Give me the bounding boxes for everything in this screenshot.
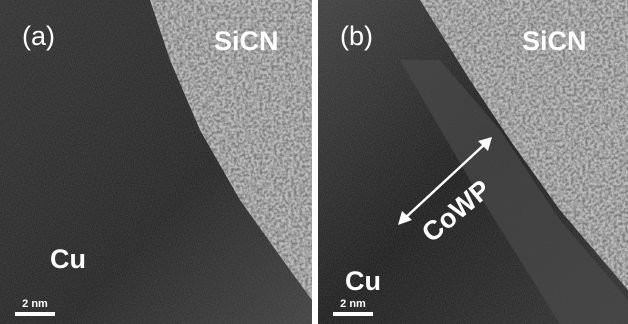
panel-a: (a) SiCN Cu 2 nm [0,0,312,324]
scale-bar-label: 2 nm [340,298,366,310]
scale-bar-label: 2 nm [22,298,48,310]
panel-b: (b) SiCN Cu CoWP 2 nm [318,0,628,324]
scale-bar [15,312,55,316]
material-label: SiCN [214,26,279,56]
panel-label: (a) [22,21,55,51]
material-label: Cu [50,244,86,274]
material-label: Cu [345,266,381,296]
scale-bar [333,312,373,316]
material-label: SiCN [522,26,587,56]
panel-label: (b) [340,21,373,51]
figure: (a) SiCN Cu 2 nm (b) SiCN Cu CoWP 2 nm [0,0,628,324]
